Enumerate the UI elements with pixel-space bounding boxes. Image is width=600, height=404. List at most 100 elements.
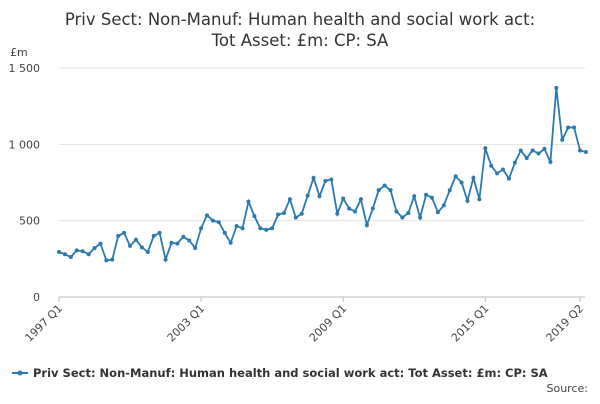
point [512, 160, 517, 165]
point [86, 252, 91, 257]
x-tick-label: 2003 Q1 [165, 302, 208, 345]
point [394, 209, 399, 214]
point [145, 249, 150, 254]
y-tick-label: 0 [33, 291, 40, 304]
point [341, 196, 346, 201]
point [506, 176, 511, 181]
point [560, 137, 565, 142]
point [323, 178, 328, 183]
point [459, 180, 464, 185]
point [128, 243, 133, 248]
chart-title: Priv Sect: Non-Manuf: Human health and s… [65, 10, 535, 50]
source: Source: [547, 382, 589, 395]
point [566, 125, 571, 130]
point [400, 215, 405, 220]
y-tick-label: 500 [19, 215, 40, 228]
point [157, 230, 162, 235]
point [376, 188, 381, 193]
point [388, 188, 393, 193]
point [163, 257, 168, 262]
point [358, 197, 363, 202]
point [116, 233, 121, 238]
x-tick-label: 2015 Q1 [449, 302, 492, 345]
x-tick-label: 2009 Q1 [307, 302, 350, 345]
point [287, 197, 292, 202]
point [57, 249, 61, 254]
point [246, 199, 251, 204]
point [471, 175, 476, 180]
point [92, 246, 97, 251]
point [305, 193, 310, 198]
point [429, 195, 434, 200]
point [518, 148, 523, 153]
y-tick-label: 1 000 [9, 138, 41, 151]
point [441, 203, 446, 208]
point [199, 226, 204, 231]
line [58, 87, 587, 263]
point [169, 240, 174, 245]
title-line: Tot Asset: £m: CP: SA [211, 31, 389, 50]
legend-label: Priv Sect: Non-Manuf: Human health and s… [33, 366, 548, 380]
point [110, 257, 115, 262]
point [370, 206, 375, 211]
point [258, 226, 263, 231]
point [418, 215, 423, 220]
point [281, 211, 286, 216]
y-tick-label: 1 500 [9, 62, 41, 75]
point [74, 248, 79, 253]
point [311, 175, 316, 180]
point [335, 211, 340, 216]
point [489, 163, 494, 168]
point [293, 215, 298, 220]
point [364, 223, 369, 228]
point [501, 167, 506, 172]
point [524, 156, 529, 161]
point [453, 174, 458, 179]
x-tick-label: 2019 Q2 [544, 302, 587, 345]
point [447, 188, 452, 193]
point [583, 149, 588, 154]
point [151, 233, 156, 238]
point [68, 255, 73, 260]
point [554, 85, 559, 90]
point [270, 226, 275, 231]
point [122, 230, 127, 235]
point [353, 209, 358, 214]
point [483, 146, 488, 151]
y-unit: £m [10, 46, 28, 59]
point [98, 241, 103, 246]
point [210, 218, 215, 223]
point [578, 148, 582, 153]
point [276, 212, 281, 217]
point [175, 241, 180, 246]
point [412, 194, 417, 199]
point [181, 234, 186, 239]
point [228, 240, 233, 245]
x-tick-label: 1997 Q1 [23, 302, 66, 345]
point [240, 226, 245, 231]
point [329, 177, 334, 182]
point [424, 192, 429, 197]
point [382, 183, 387, 188]
point [435, 210, 440, 215]
point [234, 224, 239, 229]
point [477, 197, 482, 202]
point [347, 206, 352, 211]
point [299, 211, 304, 216]
point [205, 213, 210, 218]
point [495, 171, 500, 176]
title-line: Priv Sect: Non-Manuf: Human health and s… [65, 10, 535, 29]
point [62, 252, 67, 257]
point [264, 227, 269, 232]
point [465, 198, 470, 203]
point [216, 220, 221, 225]
point [222, 230, 227, 235]
point [139, 245, 144, 250]
point [133, 237, 138, 242]
point [187, 238, 192, 243]
point [530, 148, 535, 153]
point [80, 249, 85, 254]
point [406, 211, 411, 216]
point [104, 258, 109, 263]
